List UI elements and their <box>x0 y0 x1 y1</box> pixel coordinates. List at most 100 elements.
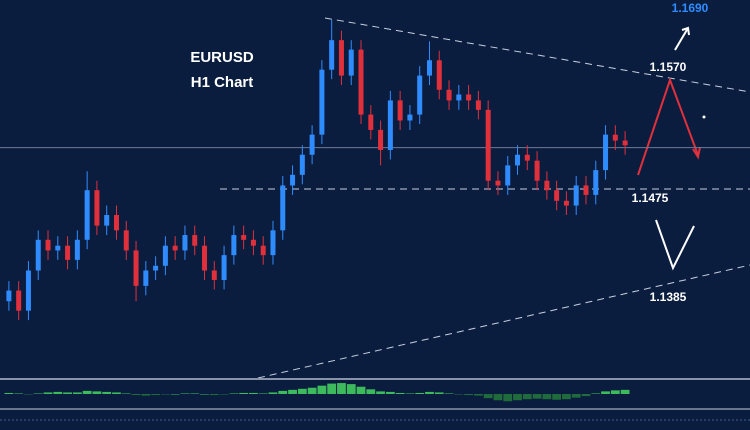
indicator-bar <box>395 392 405 394</box>
indicator-bar <box>53 391 63 394</box>
candle-body <box>290 174 296 186</box>
candle-body <box>329 40 335 70</box>
level-label: 1.1385 <box>650 290 687 304</box>
candle-body <box>485 109 491 181</box>
indicator-bar <box>121 393 131 394</box>
indicator-bar <box>63 392 72 394</box>
indicator-bar <box>474 394 483 396</box>
candle-body <box>55 245 61 251</box>
indicator-bar <box>425 391 434 394</box>
indicator-bar <box>131 394 141 396</box>
candle-body <box>554 190 560 201</box>
indicator-bar <box>522 394 532 400</box>
indicator-bar <box>180 393 190 394</box>
indicator-bar <box>493 394 503 401</box>
indicator-bar <box>249 392 258 394</box>
indicator-bar <box>346 384 356 394</box>
candle-body <box>270 230 276 256</box>
indicator-bar <box>24 394 33 395</box>
level-label: 1.1690 <box>672 1 709 15</box>
candle-body <box>74 239 80 260</box>
indicator-bar <box>562 394 571 400</box>
chart-title: EURUSD <box>190 49 254 66</box>
candle-body <box>221 255 227 280</box>
indicator-bar <box>317 385 327 394</box>
indicator-bar <box>258 393 268 394</box>
candle-body <box>466 94 472 101</box>
indicator-bar <box>591 393 601 394</box>
candle-body <box>495 180 501 186</box>
indicator-bar <box>571 394 581 398</box>
candle-body <box>319 69 325 135</box>
candle-body <box>211 270 217 280</box>
candle-body <box>417 75 423 115</box>
indicator-bar <box>190 393 200 394</box>
indicator-bar <box>82 390 92 394</box>
indicator-bar <box>229 393 239 394</box>
candle-body <box>573 185 579 206</box>
arrow-up <box>674 27 689 51</box>
indicator-bar <box>552 394 562 400</box>
dot <box>702 115 706 119</box>
candle-body <box>241 235 247 240</box>
candle-body <box>153 265 159 271</box>
indicator-bar <box>209 394 219 396</box>
candle-body <box>6 290 12 302</box>
indicator-bar <box>33 393 43 394</box>
candle-body <box>368 114 374 130</box>
indicator-bar <box>385 391 395 394</box>
indicator-bar <box>454 394 464 395</box>
candle-body <box>202 245 208 271</box>
candle-body <box>25 270 31 311</box>
indicator-bar <box>141 394 151 396</box>
candle-body <box>515 154 521 166</box>
indicator-bar <box>532 394 542 399</box>
indicator-bar <box>288 389 297 394</box>
candle-body <box>182 235 188 251</box>
indicator-bar <box>483 394 493 399</box>
candle-body <box>358 49 364 115</box>
indicator-bar <box>337 383 346 394</box>
indicator-bar <box>307 387 317 394</box>
candle-body <box>299 154 305 175</box>
arrow-head <box>681 26 690 36</box>
indicator-bar <box>503 394 513 402</box>
indicator-bar <box>620 389 630 394</box>
indicator-bar <box>297 388 307 394</box>
indicator-bar <box>434 392 444 394</box>
candle-body <box>407 114 413 121</box>
level-label: 1.1475 <box>632 191 669 205</box>
candle-body <box>280 185 286 231</box>
indicator-bar <box>200 394 209 395</box>
candle-body <box>475 100 481 110</box>
indicator-bar <box>542 394 552 400</box>
indicator-bar <box>239 392 249 394</box>
candle-body <box>456 94 462 101</box>
candle-body <box>143 270 149 286</box>
level-label: 1.1570 <box>650 60 687 74</box>
candle-body <box>426 60 432 76</box>
candle-body <box>260 245 266 256</box>
candle-body <box>133 250 139 286</box>
indicator-bar <box>278 390 288 394</box>
indicator-bar <box>464 394 473 396</box>
indicator-bar <box>112 392 121 394</box>
candle-body <box>113 214 119 231</box>
candle-body <box>84 190 90 240</box>
indicator-bar <box>327 383 337 394</box>
candle-body <box>338 40 344 76</box>
candle-body <box>622 140 628 146</box>
candle-body <box>65 245 71 260</box>
indicator-bar <box>513 394 522 401</box>
lower-trendline <box>257 264 750 379</box>
indicator-bar <box>356 386 366 394</box>
indicator-bar <box>601 391 610 394</box>
candle-body <box>612 134 618 141</box>
indicator-bar <box>43 392 53 394</box>
candle-body <box>583 185 589 195</box>
candle-body <box>250 239 256 246</box>
candle-body <box>378 129 384 151</box>
indicator-bar <box>170 394 180 395</box>
